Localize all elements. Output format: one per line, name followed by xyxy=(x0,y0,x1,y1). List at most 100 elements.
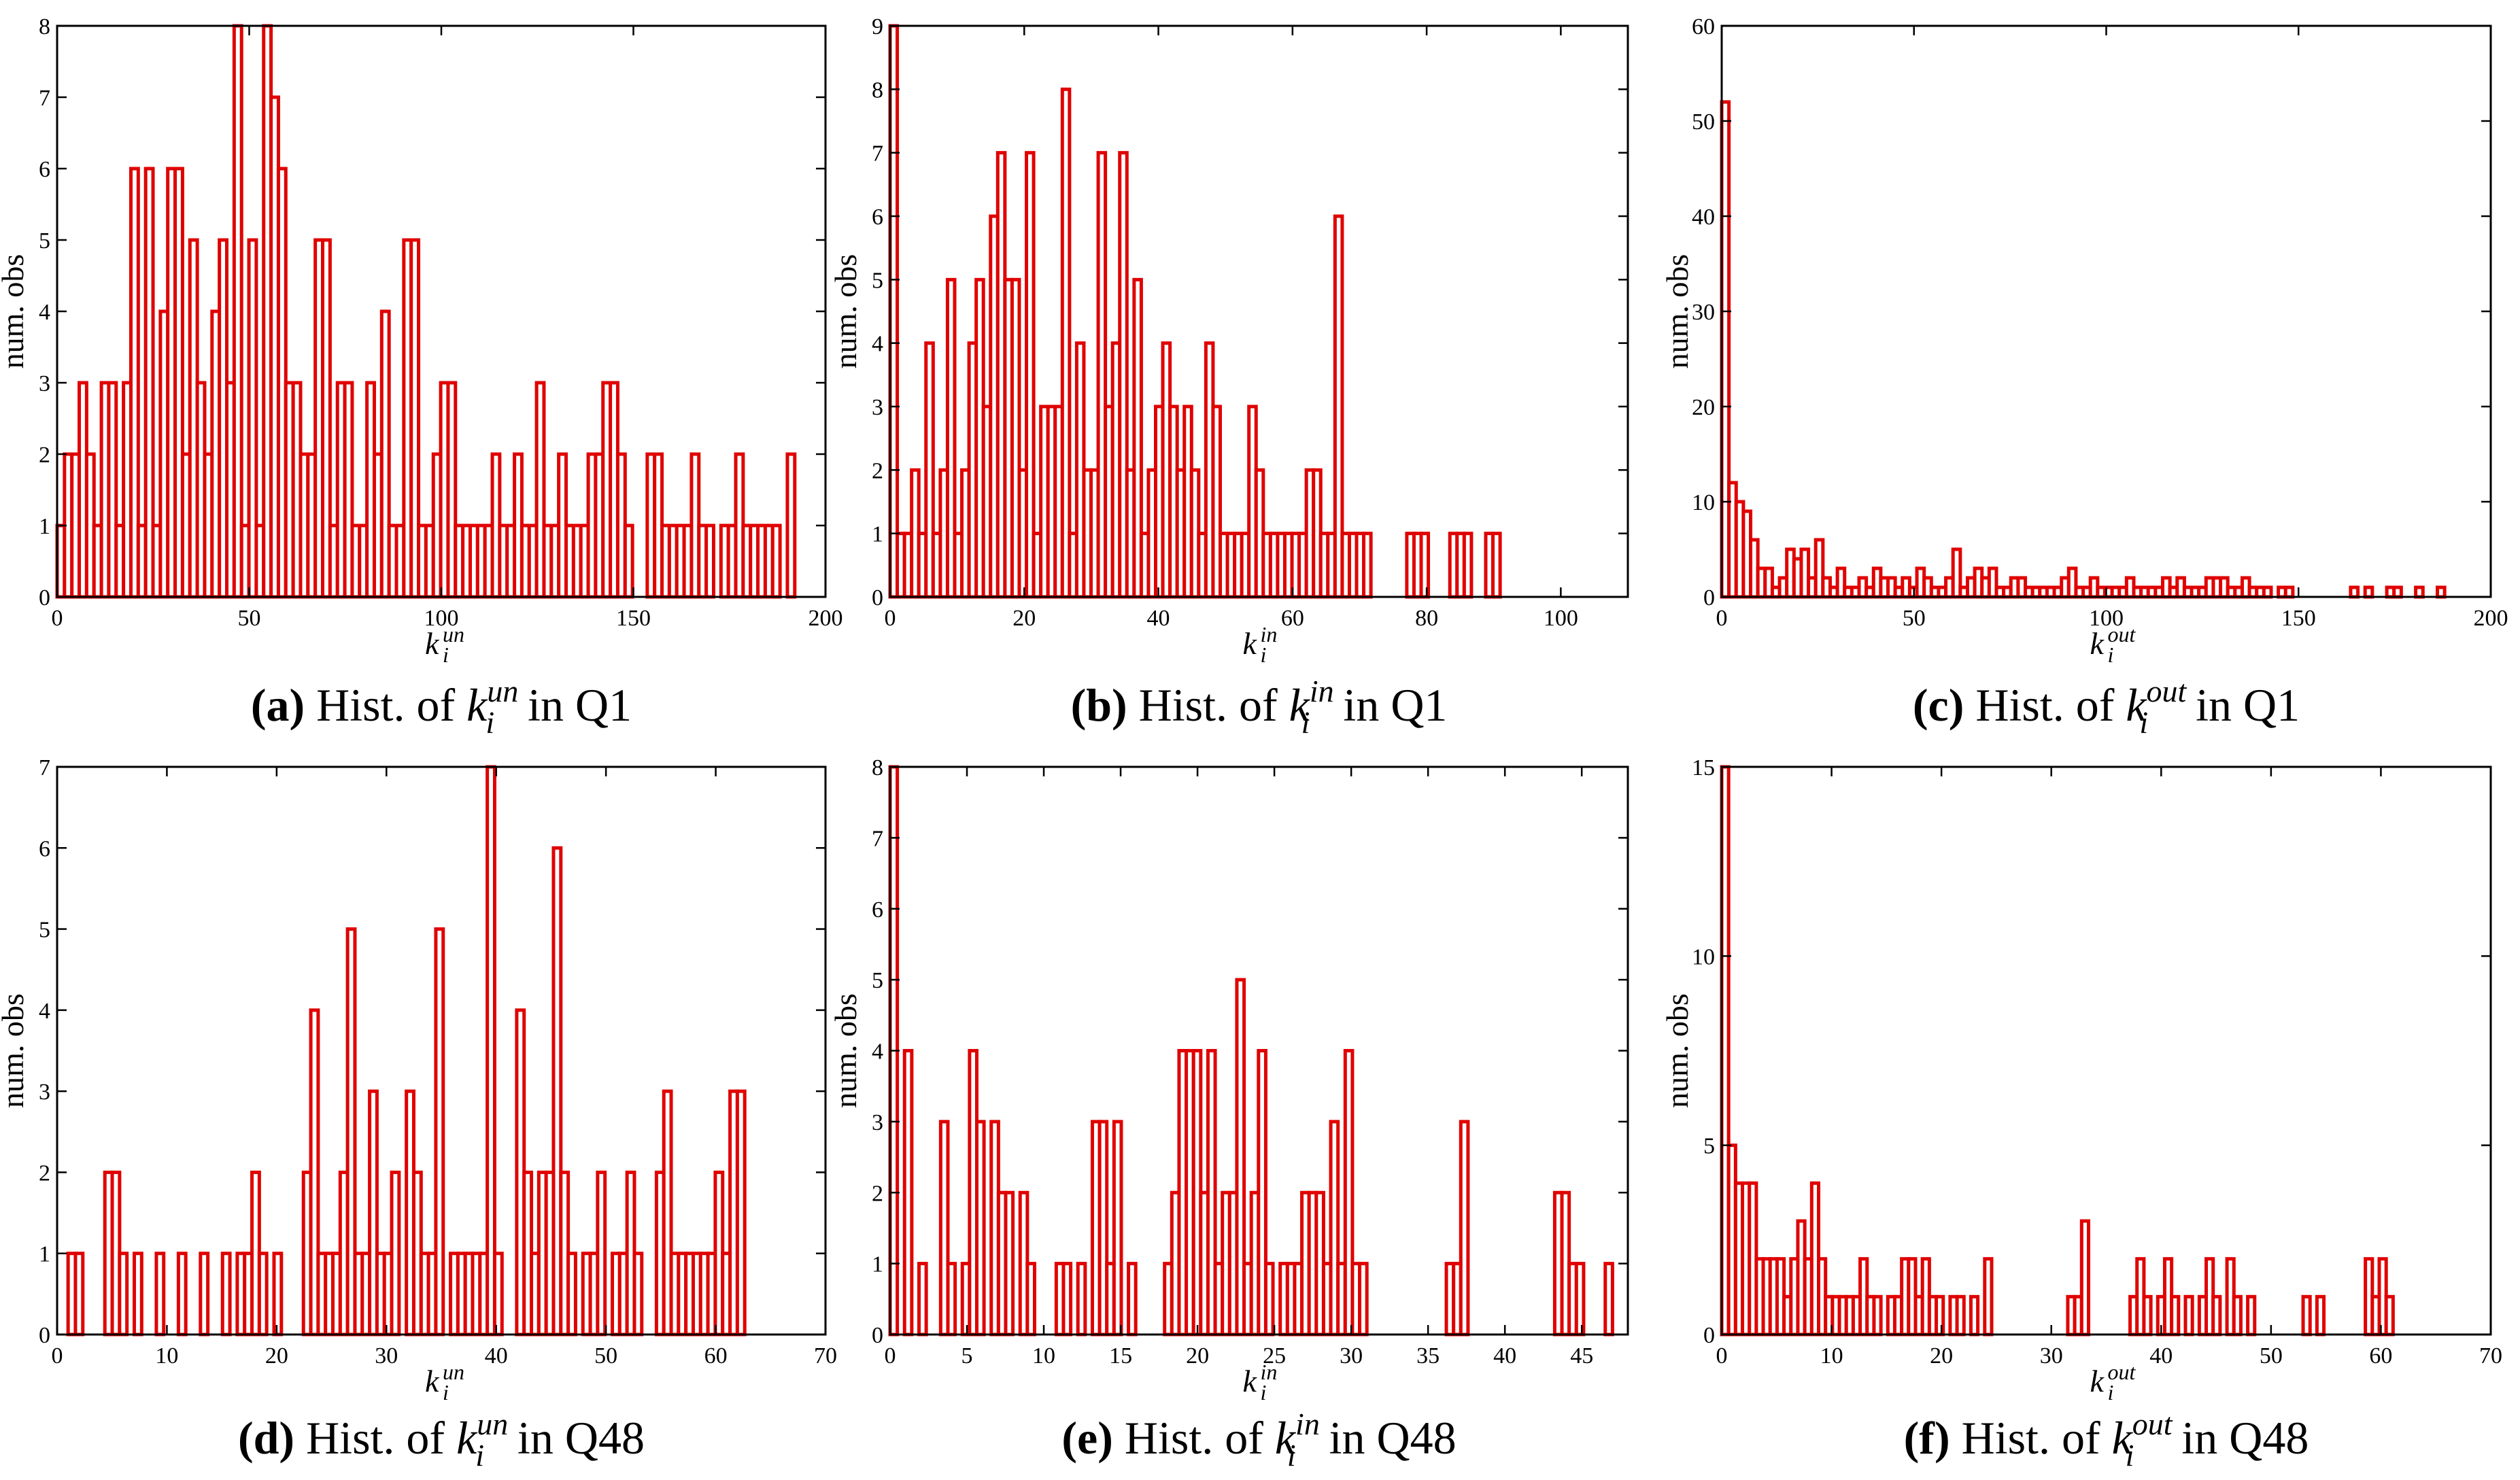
bar xyxy=(1603,1262,1614,1337)
caption-a: (a) Hist. of kun i in Q1 xyxy=(251,674,632,740)
bars-e xyxy=(888,765,1614,1337)
y-axis-label: num. obs xyxy=(0,993,30,1108)
x-tick-label: 200 xyxy=(2474,606,2508,631)
bars-b xyxy=(888,24,1502,599)
bar xyxy=(2414,585,2425,599)
bar xyxy=(2363,585,2374,599)
bar xyxy=(1263,1262,1275,1337)
bar xyxy=(1060,87,1072,599)
bar xyxy=(2349,585,2360,599)
y-tick-label: 10 xyxy=(1692,490,1715,515)
x-tick-label: 25 xyxy=(1263,1343,1286,1369)
y-tick-label: 7 xyxy=(39,86,50,111)
axes-frame xyxy=(1720,24,2492,598)
y-tick-label: 5 xyxy=(39,918,50,943)
x-tick-label: 50 xyxy=(238,606,261,631)
x-axis-label-sup: un xyxy=(443,622,464,647)
y-tick-label: 1 xyxy=(39,514,50,539)
y-tick-label: 40 xyxy=(1692,205,1715,230)
bar xyxy=(596,1170,607,1337)
bars-d xyxy=(66,765,747,1337)
bar xyxy=(434,927,445,1337)
axes-frame xyxy=(1720,765,2492,1336)
bar xyxy=(1459,1120,1470,1337)
x-axis-label-sup: out xyxy=(2108,622,2136,647)
y-tick-label: 0 xyxy=(1703,1323,1715,1348)
bar xyxy=(492,1252,504,1337)
bars-c xyxy=(1720,100,2447,599)
y-tick-label: 5 xyxy=(872,268,883,293)
y-tick-label: 5 xyxy=(1703,1134,1715,1159)
bar xyxy=(1025,1262,1036,1337)
bar xyxy=(1462,532,1474,599)
bar xyxy=(132,1252,143,1337)
y-tick-label: 0 xyxy=(872,1323,883,1348)
caption-b: (b) Hist. of kin i in Q1 xyxy=(1071,674,1448,740)
bar xyxy=(785,452,797,599)
caption-c: (c) Hist. of kout i in Q1 xyxy=(1913,674,2300,740)
bar xyxy=(888,24,900,599)
x-tick-label: 30 xyxy=(375,1343,398,1369)
chart-a: 0 50 100 150 200 0 1 2 3 4 5 6 7 8 num. obs k uni (a) His… xyxy=(0,14,843,740)
bar xyxy=(1358,1262,1369,1337)
bar xyxy=(73,1252,85,1337)
x-tick-label: 150 xyxy=(616,606,651,631)
bar xyxy=(232,24,243,599)
y-tick-label: 8 xyxy=(872,755,883,780)
bar xyxy=(2384,1294,2395,1337)
bar xyxy=(2283,585,2295,599)
bar xyxy=(2436,585,2447,599)
x-tick-label: 200 xyxy=(808,606,843,631)
y-tick-label: 6 xyxy=(39,836,50,861)
bar xyxy=(2392,585,2403,599)
y-tick-label: 1 xyxy=(872,1252,883,1277)
y-tick-label: 8 xyxy=(872,78,883,103)
x-tick-label: 0 xyxy=(885,606,896,631)
x-tick-label: 100 xyxy=(2089,606,2124,631)
bar xyxy=(1076,1262,1087,1337)
x-axis-label: k xyxy=(2090,1364,2105,1398)
x-tick-label: 60 xyxy=(704,1343,728,1369)
bar xyxy=(2232,1294,2243,1337)
y-tick-label: 20 xyxy=(1692,395,1715,420)
y-tick-label: 50 xyxy=(1692,109,1715,135)
y-tick-label: 4 xyxy=(39,300,50,325)
y-tick-label: 15 xyxy=(1692,755,1715,780)
x-tick-label: 70 xyxy=(814,1343,837,1369)
x-tick-label: 0 xyxy=(1716,1343,1728,1369)
x-tick-label: 5 xyxy=(961,1343,973,1369)
bar xyxy=(2301,1294,2312,1337)
bars-a xyxy=(55,24,797,599)
x-tick-label: 70 xyxy=(2479,1343,2502,1369)
x-axis-label-sub: i xyxy=(2108,642,2114,667)
bar xyxy=(2315,1294,2326,1337)
bar xyxy=(902,1049,914,1337)
x-tick-label: 30 xyxy=(1340,1343,1363,1369)
y-tick-label: 3 xyxy=(872,1110,883,1135)
x-tick-label: 40 xyxy=(2149,1343,2173,1369)
y-tick-label: 9 xyxy=(872,14,883,39)
y-tick-label: 2 xyxy=(39,1160,50,1186)
x-tick-label: 60 xyxy=(1281,606,1304,631)
x-tick-label: 30 xyxy=(2040,1343,2063,1369)
x-tick-label: 10 xyxy=(155,1343,178,1369)
x-tick-label: 40 xyxy=(485,1343,508,1369)
y-tick-label: 0 xyxy=(39,1323,50,1348)
x-axis-label: k xyxy=(2090,626,2105,661)
y-tick-label: 10 xyxy=(1692,944,1715,969)
x-tick-label: 150 xyxy=(2281,606,2316,631)
x-axis-label-sub: i xyxy=(1261,1380,1267,1405)
y-axis-label: num. obs xyxy=(828,993,863,1108)
bar xyxy=(1574,1262,1586,1337)
bar xyxy=(1872,1294,1883,1337)
y-tick-label: 5 xyxy=(872,968,883,993)
x-tick-label: 60 xyxy=(2369,1343,2392,1369)
y-tick-label: 1 xyxy=(872,522,883,547)
chart-d: 0 10 20 30 40 50 60 70 0 1 2 3 4 5 6 7 num. obs k uni(d) H… xyxy=(0,755,837,1473)
x-tick-label: 20 xyxy=(1186,1343,1209,1369)
x-axis-label-sup: in xyxy=(1261,1360,1278,1384)
y-tick-label: 8 xyxy=(39,14,50,39)
axes-frame xyxy=(889,24,1629,598)
